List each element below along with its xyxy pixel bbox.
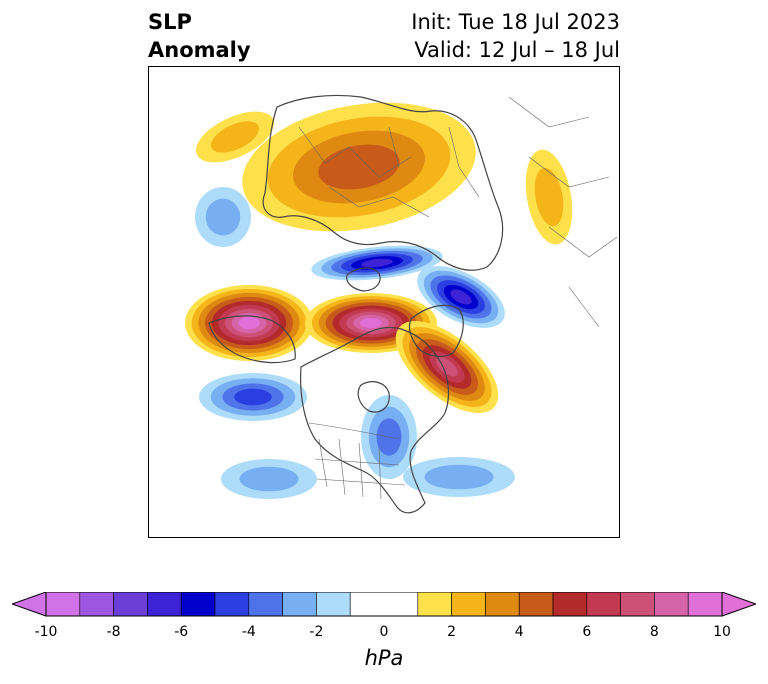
country-borders-layer <box>298 96 618 500</box>
asia-east-high-contour <box>534 167 564 227</box>
colorbar-tick-label: 4 <box>514 624 524 640</box>
anomaly-map <box>148 66 620 538</box>
title-variable: SLP <box>148 10 192 34</box>
colorbar-tick-label: -10 <box>34 624 58 640</box>
west-europe-high-contour <box>211 121 259 153</box>
hudson-bay-coastline <box>357 381 390 413</box>
map-canvas <box>185 94 618 514</box>
colorbar-tick-label: 2 <box>447 624 457 640</box>
colorbar-bin <box>282 592 317 617</box>
colorbar-tick-label: 10 <box>713 624 731 640</box>
colorbar-bin <box>654 592 689 617</box>
valid-range: Valid: 12 Jul – 18 Jul <box>414 38 620 62</box>
subtropical-pacific-low-contour <box>239 466 299 492</box>
colorbar-bin <box>248 592 283 617</box>
colorbar-high-extension <box>721 592 756 617</box>
colorbar-bin <box>552 592 588 617</box>
colorbar-bin <box>518 592 554 617</box>
map-dates: Init: Tue 18 Jul 2023 Valid: 12 Jul – 18… <box>411 8 620 64</box>
colorbar-frame <box>45 592 723 617</box>
us-states-grid <box>314 438 406 500</box>
east-asia-borders <box>508 96 618 328</box>
colorbar-tick-label: 8 <box>649 624 659 640</box>
colorbar-unit-label: hPa <box>364 646 404 670</box>
colorbar-bin <box>147 592 182 617</box>
arctic-islands-coastline <box>346 267 381 292</box>
arctic-high-contour <box>360 318 382 328</box>
canada-greenland-high-contour <box>436 357 458 377</box>
map-title: SLP Anomaly <box>148 8 251 64</box>
colorbar-tick-label: -4 <box>241 624 256 640</box>
colorbar-bin <box>113 592 148 617</box>
alaska-coastline <box>208 315 296 364</box>
eurasia-high-contour <box>318 144 400 190</box>
colorbar-tick-label: 0 <box>379 624 389 640</box>
colorbar-bin <box>45 592 81 617</box>
eurasia-coastline <box>262 94 504 271</box>
colorbar-bin <box>349 592 419 617</box>
colorbar-bin <box>451 592 486 617</box>
colorbar-tick-label: -2 <box>309 624 324 640</box>
init-date: Init: Tue 18 Jul 2023 <box>411 10 620 34</box>
colorbar <box>12 592 756 617</box>
pacific-low-contour <box>234 388 272 406</box>
colorbar-bin <box>214 592 250 617</box>
anomaly-fill-layer <box>185 102 573 499</box>
colorbar-bin <box>180 592 216 617</box>
colorbar-tick-label: -6 <box>174 624 189 640</box>
eurasia-borders <box>298 126 480 218</box>
colorbar-bin <box>620 592 655 617</box>
colorbar-bin <box>79 592 114 617</box>
colorbar-bin <box>316 592 351 617</box>
arctic-low-contour <box>361 258 393 268</box>
colorbar-bins <box>45 592 723 617</box>
north-america-coastline <box>300 326 450 514</box>
coastline-layer <box>208 94 504 514</box>
us-canada-border <box>308 422 400 440</box>
title-field: Anomaly <box>148 38 251 62</box>
nw-pacific-low-contour <box>205 198 241 236</box>
colorbar-bin <box>586 592 621 617</box>
colorbar-bin <box>417 592 452 617</box>
colorbar-bin <box>687 592 723 617</box>
colorbar-bin <box>485 592 520 617</box>
colorbar-low-extension <box>12 592 47 617</box>
north-pacific-high-contour <box>238 316 260 330</box>
greenland-coastline <box>408 304 464 358</box>
colorbar-tick-label: -8 <box>106 624 121 640</box>
siberia-low-contour <box>450 289 472 305</box>
colorbar-tick-label: 6 <box>582 624 592 640</box>
atlantic-low-contour <box>424 464 494 490</box>
